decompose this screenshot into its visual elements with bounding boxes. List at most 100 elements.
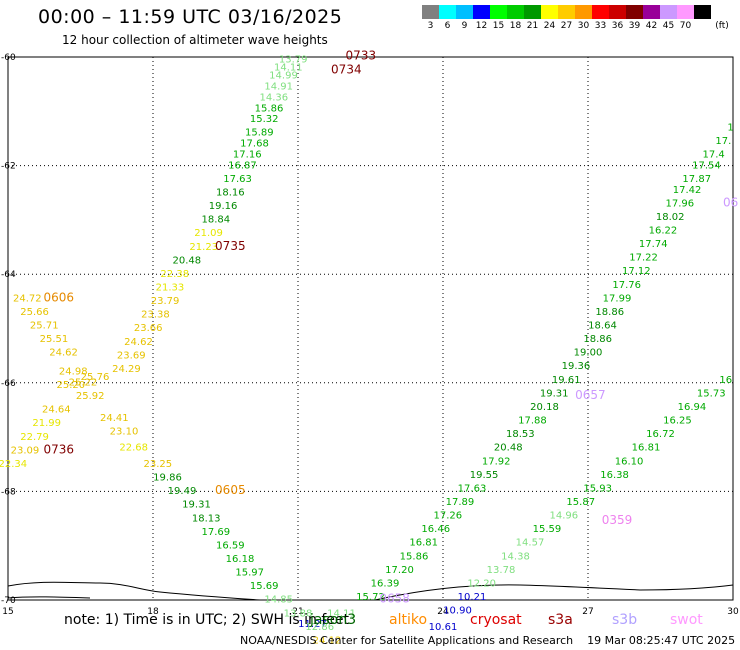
swh-value-label: 24.12 — [313, 635, 342, 646]
swh-value-label: 25.66 — [20, 307, 49, 318]
legend-label: 36 — [611, 21, 624, 31]
swh-value-label: 15.87 — [566, 497, 595, 508]
swh-value-label: 17.88 — [518, 416, 547, 427]
swh-value-label: 10.61 — [429, 622, 458, 633]
swh-value-label: 18.13 — [192, 513, 221, 524]
legend-label: 9 — [461, 21, 468, 31]
satellite-jason3: jason3 — [310, 612, 357, 628]
swh-value-label: 18.86 — [583, 334, 612, 345]
swh-value-label: 14.11 — [327, 608, 356, 619]
color-legend-labels: 3 6 9 12 15 18 21 24 27 30 33 36 39 42 45 70 (ft) — [422, 21, 733, 31]
y-tick-label: -62 — [1, 162, 16, 172]
swh-value-label: 15.32 — [250, 114, 279, 125]
swh-value-label: 22.38 — [160, 269, 189, 280]
swh-value-label: 24.62 — [49, 348, 78, 359]
swh-value-label: 13.79 — [279, 54, 308, 65]
page-title: 00:00 – 11:59 UTC 03/16/2025 — [38, 6, 343, 28]
swh-value-label: 17.89 — [446, 497, 475, 508]
pass-time-label: 06 — [723, 195, 738, 209]
swh-value-label: 23.69 — [117, 350, 146, 361]
satellite-swot: swot — [670, 612, 703, 628]
swh-value-label: 23.79 — [151, 296, 180, 307]
swh-value-label: 16 — [719, 375, 732, 386]
x-tick-label: 30 — [727, 607, 739, 617]
swh-value-label: 20.48 — [494, 443, 523, 454]
footer-credit: NOAA/NESDIS Center for Satellite Applica… — [240, 634, 735, 647]
swh-value-label: 16.72 — [646, 429, 675, 440]
swh-value-label: 16.10 — [615, 456, 644, 467]
swh-value-label: 15.93 — [583, 483, 612, 494]
swh-value-label: 25.92 — [76, 391, 105, 402]
swh-value-label: 10.90 — [443, 606, 472, 617]
swh-value-label: 23.25 — [144, 459, 173, 470]
swh-value-label: 15.97 — [235, 568, 264, 579]
swh-value-label: 17.20 — [385, 565, 414, 576]
pass-time-label: 0359 — [602, 513, 633, 527]
legend-swatch — [677, 5, 694, 19]
swh-value-label: 16.94 — [678, 402, 707, 413]
legend-label: 15 — [492, 21, 505, 31]
swh-value-label: 21.23 — [189, 242, 218, 253]
x-tick-label: 18 — [147, 607, 159, 617]
swh-value-label: 18.16 — [216, 187, 245, 198]
swh-value-label: 22.34 — [0, 459, 27, 470]
swh-value-label: 23.10 — [110, 426, 139, 437]
legend-label: 18 — [509, 21, 522, 31]
swh-value-label: 24.64 — [42, 405, 71, 416]
swh-value-label: 24.41 — [100, 413, 129, 424]
swh-value-label: 17.22 — [629, 253, 658, 264]
swh-value-label: 19.31 — [540, 388, 569, 399]
legend-label: 3 — [427, 21, 434, 31]
swh-value-label: 16.38 — [600, 470, 629, 481]
pass-time-label: 0734 — [331, 62, 362, 76]
swh-value-label: 13.88 — [284, 608, 313, 619]
swh-value-label: 16.22 — [649, 225, 678, 236]
swh-value-label: 15.86 — [400, 551, 429, 562]
swh-value-label: 11.27 — [298, 619, 327, 630]
legend-swatch — [422, 5, 439, 19]
swh-value-label: 16.25 — [663, 416, 692, 427]
swh-value-label: 14.38 — [501, 551, 530, 562]
swh-value-label: 22.79 — [20, 432, 49, 443]
swh-value-label: 17.16 — [233, 149, 262, 160]
swh-value-label: 14.96 — [550, 511, 579, 522]
x-tick-label: 21 — [292, 607, 303, 617]
swh-value-label: 14.57 — [516, 538, 545, 549]
satellite-s3a: s3a — [548, 612, 573, 628]
y-tick-label: -60 — [1, 53, 16, 63]
pass-time-label: 0733 — [346, 49, 377, 63]
swh-value-label: 19.55 — [470, 470, 499, 481]
legend-label: 21 — [526, 21, 539, 31]
swh-value-label: 12.86 — [305, 622, 334, 633]
swh-value-label: 18.84 — [202, 215, 231, 226]
swh-value-label: 22.68 — [119, 443, 148, 454]
legend-swatch — [456, 5, 473, 19]
legend-label: 33 — [594, 21, 607, 31]
pass-time-label: 0606 — [43, 290, 74, 304]
pass-time-label: 0736 — [43, 442, 74, 456]
pass-time-label: 0735 — [215, 239, 246, 253]
legend-swatch — [524, 5, 541, 19]
y-tick-label: -66 — [1, 379, 16, 389]
swh-value-label: 25.51 — [40, 334, 69, 345]
legend-label: 45 — [662, 21, 675, 31]
y-tick-label: -68 — [1, 487, 16, 497]
satellite-altiko: altiko — [389, 612, 428, 628]
plot-frame — [7, 56, 734, 601]
pass-time-label: 0605 — [215, 483, 246, 497]
swh-value-label: 16.87 — [228, 160, 257, 171]
swh-value-label: 12.20 — [467, 578, 496, 589]
swh-value-label: 20.48 — [173, 255, 202, 266]
swh-value-label: 15.59 — [533, 524, 562, 535]
legend-swatch — [490, 5, 507, 19]
swh-value-label: 15.69 — [250, 581, 279, 592]
swh-value-label: 19.36 — [562, 361, 591, 372]
legend-swatch — [592, 5, 609, 19]
swh-value-label: 23.09 — [11, 445, 40, 456]
swh-value-label: 17.92 — [482, 456, 511, 467]
coastline — [7, 581, 734, 601]
swh-value-label: 21.99 — [32, 418, 61, 429]
swh-value-label: 16.18 — [226, 554, 255, 565]
